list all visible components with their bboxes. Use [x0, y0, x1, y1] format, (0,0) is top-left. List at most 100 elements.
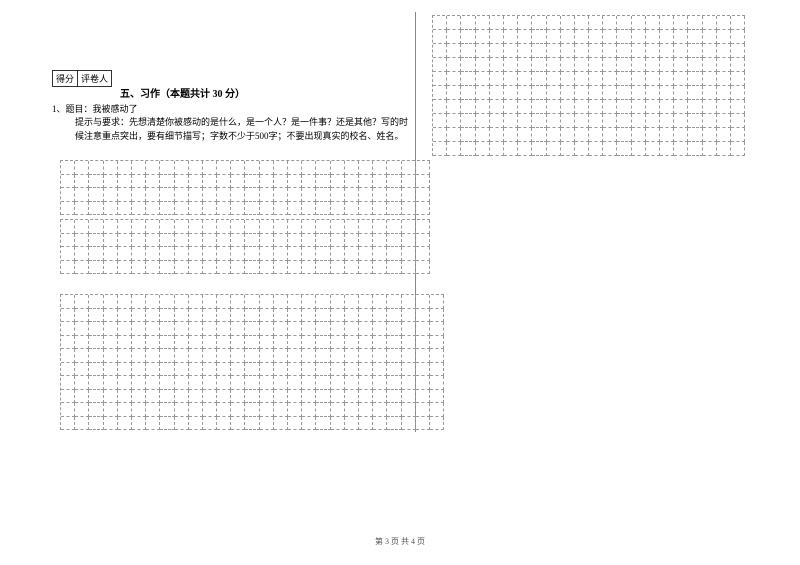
writing-cell: [373, 363, 387, 377]
writing-cell: [146, 220, 160, 234]
writing-cell: [387, 161, 401, 175]
writing-cell: [89, 349, 103, 363]
writing-cell: [231, 403, 245, 417]
writing-cell: [359, 376, 373, 390]
writing-cell: [345, 161, 359, 175]
writing-cell: [118, 234, 132, 248]
writing-cell: [518, 86, 532, 100]
writing-cell: [288, 188, 302, 202]
writing-cell: [288, 376, 302, 390]
writing-cell: [245, 390, 259, 404]
writing-cell: [203, 390, 217, 404]
writing-cell: [132, 336, 146, 350]
writing-cell: [132, 417, 146, 431]
writing-cell: [331, 234, 345, 248]
writing-cell: [476, 114, 490, 128]
writing-cell: [132, 363, 146, 377]
writing-cell: [532, 44, 546, 58]
writing-cell: [416, 376, 430, 390]
writing-cell: [231, 161, 245, 175]
writing-cell: [146, 336, 160, 350]
writing-cell: [302, 188, 316, 202]
writing-cell: [104, 376, 118, 390]
writing-cell: [288, 309, 302, 323]
writing-cell: [387, 403, 401, 417]
writing-cell: [731, 114, 745, 128]
writing-cell: [203, 376, 217, 390]
writing-cell: [717, 30, 731, 44]
writing-cell: [217, 295, 231, 309]
writing-cell: [461, 142, 475, 156]
writing-cell: [203, 175, 217, 189]
writing-cell: [203, 220, 217, 234]
writing-cell: [387, 376, 401, 390]
writing-cell: [402, 309, 416, 323]
writing-cell: [288, 234, 302, 248]
writing-cell: [316, 322, 330, 336]
writing-cell: [717, 72, 731, 86]
writing-cell: [316, 247, 330, 261]
writing-cell: [160, 175, 174, 189]
writing-cell: [132, 202, 146, 216]
writing-cell: [302, 376, 316, 390]
writing-cell: [175, 322, 189, 336]
writing-cell: [160, 220, 174, 234]
writing-cell: [447, 100, 461, 114]
writing-cell: [217, 309, 231, 323]
writing-cell: [89, 247, 103, 261]
writing-cell: [189, 363, 203, 377]
writing-cell: [331, 363, 345, 377]
writing-cell: [717, 58, 731, 72]
writing-cell: [217, 175, 231, 189]
writing-cell: [217, 403, 231, 417]
writing-cell: [575, 128, 589, 142]
writing-cell: [316, 349, 330, 363]
writing-cell: [118, 349, 132, 363]
writing-cell: [373, 247, 387, 261]
writing-cell: [674, 142, 688, 156]
writing-cell: [61, 220, 75, 234]
writing-cell: [575, 142, 589, 156]
writing-cell: [504, 58, 518, 72]
writing-cell: [175, 175, 189, 189]
writing-cell: [274, 417, 288, 431]
writing-cell: [302, 349, 316, 363]
writing-cell: [575, 86, 589, 100]
writing-cell: [603, 128, 617, 142]
writing-cell: [532, 72, 546, 86]
writing-cell: [274, 188, 288, 202]
writing-cell: [217, 261, 231, 275]
writing-cell: [561, 30, 575, 44]
writing-cell: [245, 376, 259, 390]
question-title-label: 题目：: [66, 104, 93, 114]
writing-cell: [175, 336, 189, 350]
writing-cell: [245, 363, 259, 377]
writing-cell: [674, 128, 688, 142]
writing-cell: [646, 142, 660, 156]
writing-cell: [288, 161, 302, 175]
writing-cell: [89, 234, 103, 248]
writing-cell: [617, 16, 631, 30]
writing-cell: [260, 161, 274, 175]
writing-cell: [430, 309, 444, 323]
writing-cell: [231, 363, 245, 377]
writing-cell: [331, 390, 345, 404]
writing-cell: [89, 363, 103, 377]
writing-grid-bottom-left: [60, 294, 444, 430]
writing-cell: [274, 390, 288, 404]
writing-cell: [447, 30, 461, 44]
writing-cell: [603, 72, 617, 86]
writing-cell: [731, 72, 745, 86]
writing-cell: [89, 390, 103, 404]
writing-cell: [75, 188, 89, 202]
writing-cell: [302, 234, 316, 248]
writing-cell: [302, 247, 316, 261]
writing-cell: [260, 336, 274, 350]
writing-cell: [104, 188, 118, 202]
writing-cell: [331, 161, 345, 175]
writing-cell: [359, 322, 373, 336]
writing-cell: [447, 142, 461, 156]
writing-cell: [260, 376, 274, 390]
writing-cell: [231, 349, 245, 363]
writing-cell: [217, 376, 231, 390]
